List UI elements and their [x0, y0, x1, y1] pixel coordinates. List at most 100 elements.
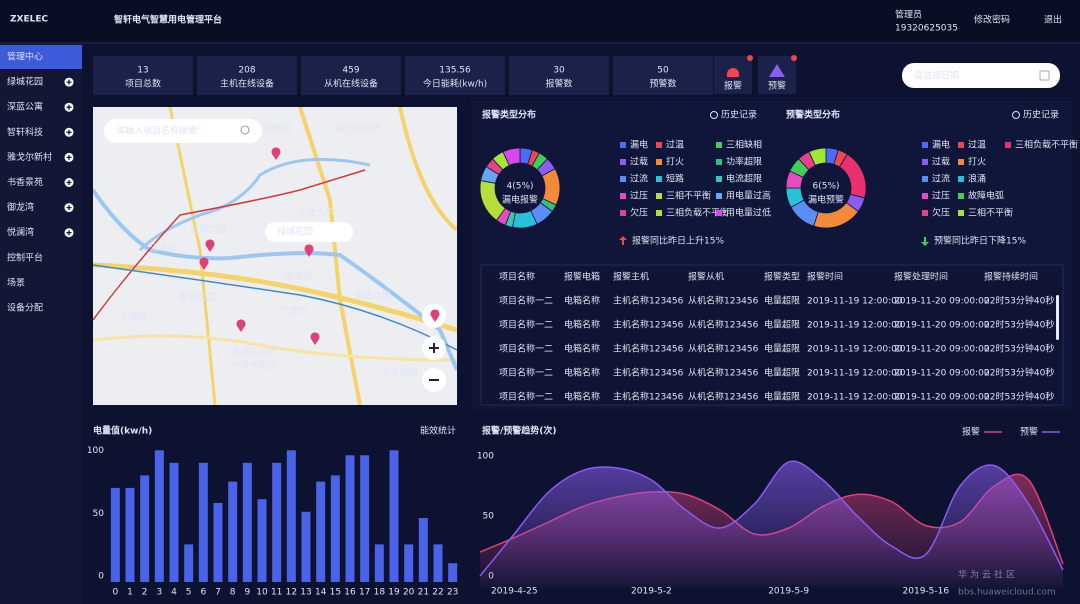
legend-label: 报警: [962, 426, 980, 438]
stat-label: 主机在线设备: [220, 78, 274, 90]
x-tick-label: 10: [256, 588, 268, 598]
nav-item[interactable]: 书香景苑: [7, 176, 43, 188]
nav-item[interactable]: 绿城花园: [7, 76, 43, 88]
legend-label: 过温: [968, 139, 986, 151]
x-tick-label: 7: [215, 588, 221, 598]
table-header: 报警从机: [688, 271, 724, 283]
search-icon: [240, 125, 250, 135]
road: [93, 262, 457, 333]
date-input[interactable]: [902, 63, 1060, 88]
legend-label: 用电量过高: [726, 190, 771, 202]
warning-icon: [769, 64, 785, 77]
table-header: 报警处理时间: [894, 271, 948, 283]
x-tick-label: 2019-5-9: [768, 587, 809, 597]
legend-swatch: [656, 142, 662, 148]
table-cell: 从机名称123456: [688, 319, 759, 331]
table-cell: 2019-11-19 12:00:00: [807, 345, 903, 355]
stat-value: 459: [342, 66, 359, 76]
table-cell: 项目名称一二: [499, 343, 553, 355]
legend-swatch: [656, 159, 662, 165]
change-password[interactable]: 修改密码: [974, 14, 1010, 26]
table-frame: [480, 264, 1064, 406]
bar: [389, 450, 399, 582]
map-search[interactable]: [104, 119, 262, 143]
nav-item[interactable]: 场景: [7, 277, 25, 288]
table-cell: 电量超限: [764, 295, 800, 307]
scrollbar: [1056, 295, 1059, 340]
plus-icon: [66, 154, 72, 160]
alert-label: 预警: [768, 80, 786, 92]
history-link[interactable]: 历史记录: [1023, 109, 1059, 121]
efficiency-link[interactable]: 能效统计: [420, 425, 456, 437]
legend-label: 三相缺相: [726, 139, 762, 151]
watermark: bbs.huaweicloud.com: [958, 588, 1056, 598]
legend-label: 欠压: [630, 207, 648, 219]
map-place: 五乡枢纽: [382, 367, 418, 379]
legend-label: 过流: [932, 173, 950, 185]
table-cell: 主机名称123456: [613, 319, 684, 331]
bar: [154, 450, 164, 582]
table-cell: 电箱名称: [564, 367, 600, 379]
nav-item[interactable]: 深蓝公寓: [7, 101, 43, 113]
x-tick-label: 3: [156, 588, 162, 598]
x-tick-label: 12: [286, 588, 297, 598]
nav-item[interactable]: 雅戈尔新村: [7, 151, 52, 163]
rail: [93, 169, 366, 321]
legend-label: 欠压: [932, 207, 950, 219]
map-place: 植物园: [263, 123, 290, 135]
nav-item[interactable]: 控制平台: [7, 251, 43, 263]
map-pin: [430, 309, 440, 322]
chart-title: 报警/预警趋势(次): [482, 425, 557, 437]
map-place: 通途互通: [355, 290, 391, 302]
nav-item[interactable]: 悦澜湾: [7, 226, 34, 238]
table-cell: 电箱名称: [564, 391, 600, 403]
map-pin: [236, 319, 246, 332]
stat-value: 208: [238, 66, 255, 76]
x-tick-label: 4: [171, 588, 177, 598]
y-tick-label: 100: [87, 446, 104, 456]
table-cell: 2019-11-20 09:00:00: [894, 393, 990, 403]
map-popup[interactable]: [265, 222, 353, 242]
nav-item[interactable]: 御龙湾: [7, 201, 34, 213]
legend-label: 打火: [666, 156, 684, 168]
legend-swatch: [958, 176, 964, 182]
app-title: 智轩电气智慧用电管理平台: [114, 14, 222, 26]
history-link[interactable]: 历史记录: [721, 109, 757, 121]
table-cell: 电量超限: [764, 343, 800, 355]
table-cell: 电量超限: [764, 391, 800, 403]
legend-label: 三相不平衡: [968, 207, 1013, 219]
legend-label: 过温: [666, 139, 684, 151]
pie-slice: [502, 147, 521, 166]
stat-card: [197, 56, 297, 95]
stat-label: 预警数: [649, 78, 676, 90]
plus-icon: [66, 205, 72, 211]
logout[interactable]: 退出: [1044, 14, 1062, 26]
nav-item[interactable]: 智轩科技: [7, 126, 43, 138]
table-cell: 22时53分钟40秒: [984, 343, 1054, 355]
legend-swatch: [656, 176, 662, 182]
table-header: 项目名称: [499, 271, 535, 283]
nav-item[interactable]: 管理中心: [7, 51, 43, 63]
stat-value: 30: [553, 66, 565, 76]
bar: [198, 462, 208, 582]
table-cell: 2019-11-20 09:00:00: [894, 321, 990, 331]
table-cell: 从机名称123456: [688, 343, 759, 355]
road: [398, 107, 457, 232]
stat-card: [509, 56, 609, 95]
table-cell: 电箱名称: [564, 295, 600, 307]
table-cell: 22时53分钟40秒: [984, 295, 1054, 307]
bar: [374, 544, 384, 582]
map-place: 东苑立交桥: [232, 346, 277, 358]
bar: [418, 518, 428, 582]
legend-swatch: [1005, 142, 1011, 148]
x-tick-label: 20: [403, 588, 415, 598]
legend-swatch: [922, 159, 928, 165]
table-cell: 电量超限: [764, 319, 800, 331]
stat-card: [405, 56, 505, 95]
nav-item[interactable]: 设备分配: [7, 302, 43, 314]
bar: [257, 499, 267, 582]
legend-swatch: [958, 193, 964, 199]
bar: [110, 487, 120, 582]
x-tick-label: 11: [271, 588, 282, 598]
legend-swatch: [620, 142, 626, 148]
